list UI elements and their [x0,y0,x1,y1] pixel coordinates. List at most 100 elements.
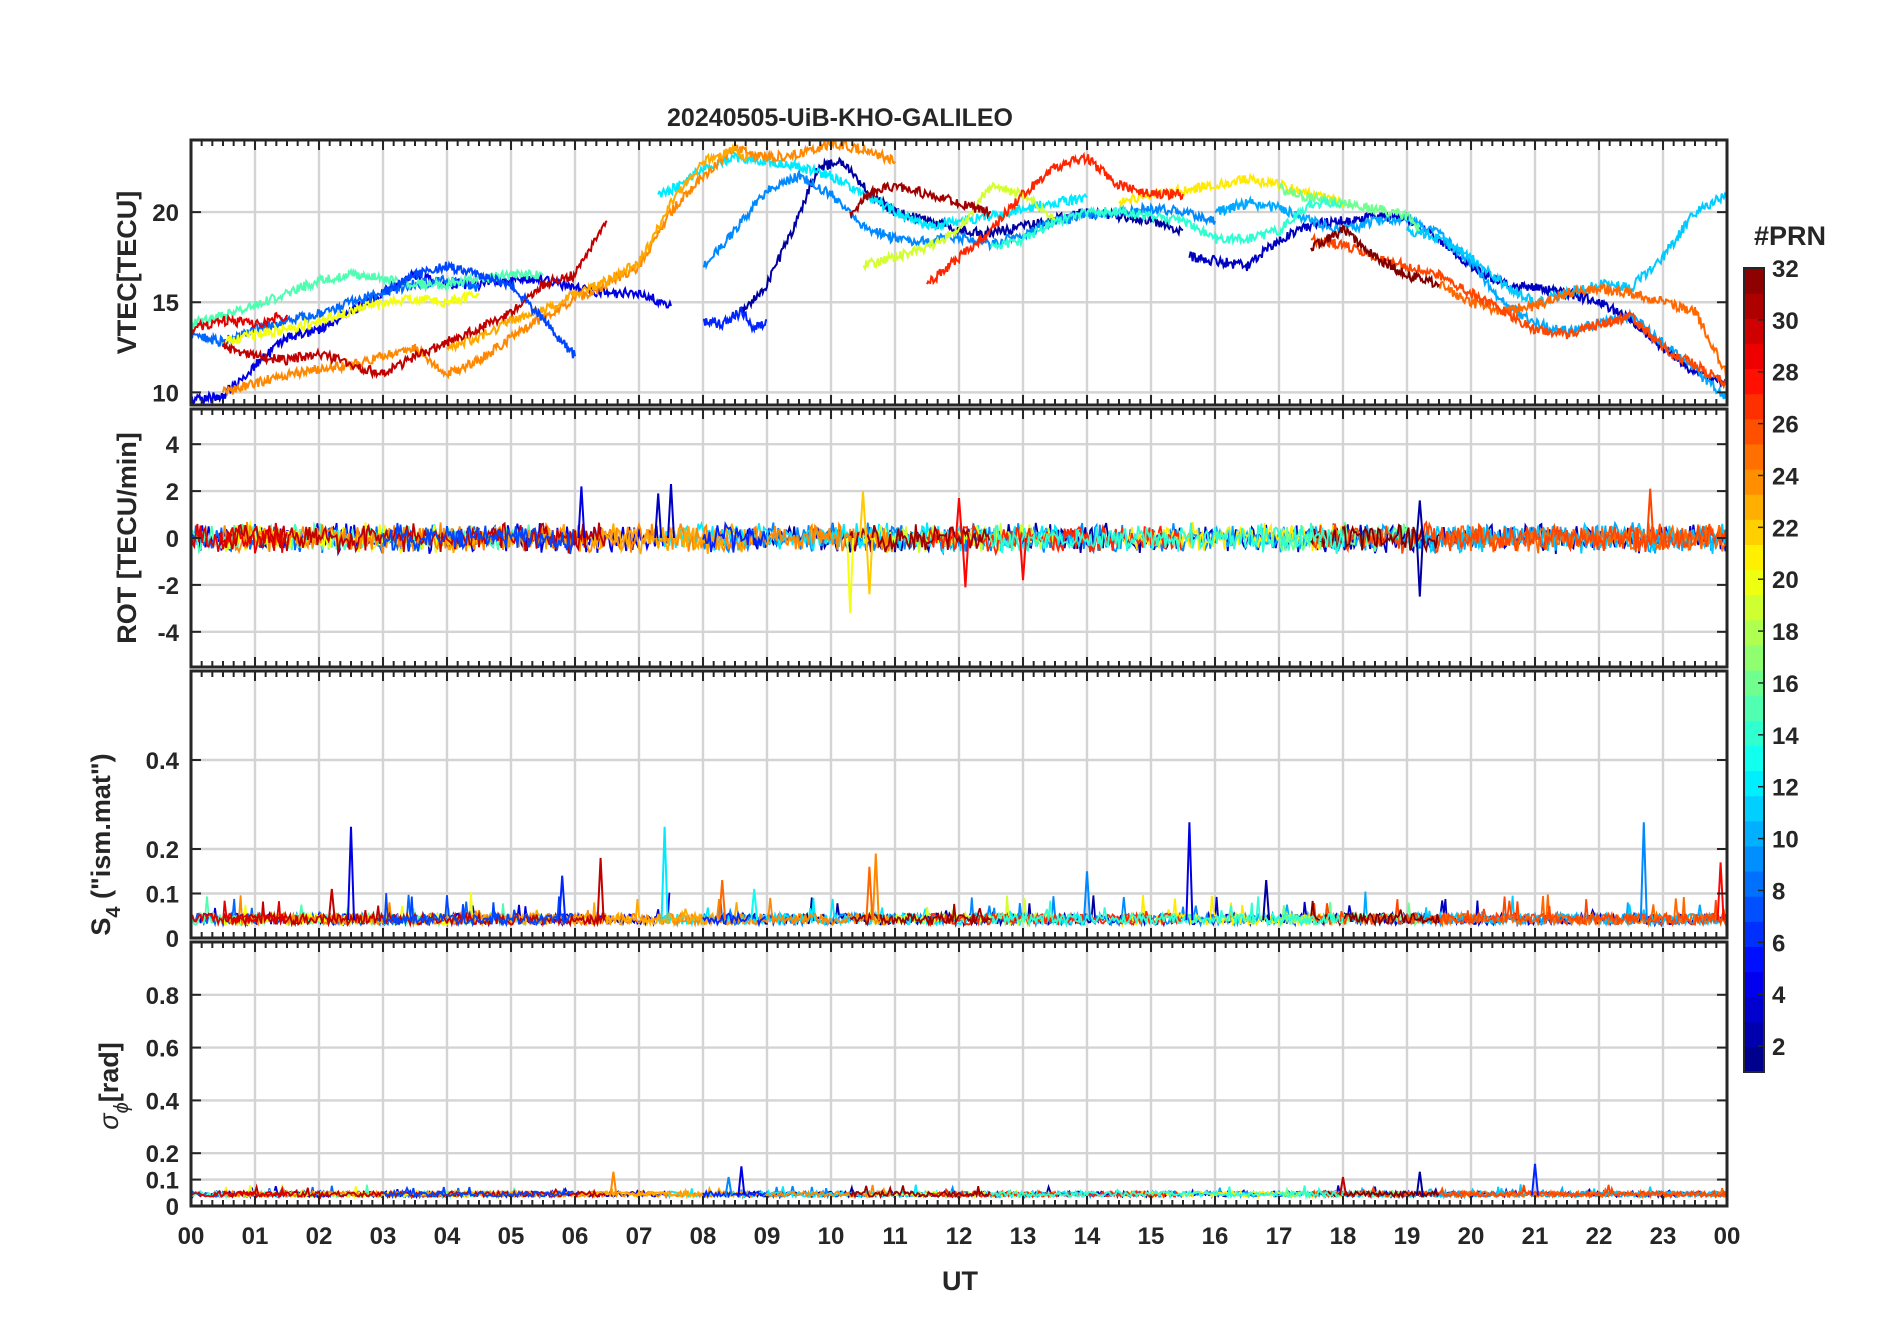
colorbar-tick-label: 32 [1772,256,1799,283]
sigphi-spike-prn-24 [609,1171,618,1196]
rot-spike-prn-26 [1646,488,1655,539]
rot-spike-prn-22 [859,491,867,539]
panel-rot-ylabel: ROT [TECU/min] [112,432,142,643]
sigphi-spike-prn-30 [1339,1176,1347,1196]
colorbar-tick-label: 28 [1772,360,1799,387]
panel-vtec-ytick-label: 10 [152,380,179,407]
rot-spike-prn-3 [667,484,675,539]
colorbar-segment [1744,1046,1764,1073]
s4-spike-prn-2 [1262,880,1271,921]
vtec-track-prn-24 [222,140,896,397]
colorbar-label: #PRN [1754,221,1826,251]
vtec-track-prn-3 [1188,210,1727,389]
x-tick-label: 03 [370,1223,397,1250]
colorbar-segment [1744,921,1764,947]
colorbar-segment [1744,293,1764,319]
vtec-track-prn-6 [702,306,767,334]
x-tick-label: 23 [1650,1223,1677,1250]
rot-spike-prn-28 [961,537,970,588]
colorbar-segment [1744,695,1764,721]
sigphi-trace-prn-31 [849,1185,991,1200]
colorbar-tick-label: 2 [1772,1034,1785,1061]
x-axis-label: UT [942,1266,978,1296]
rot-trace-prn-31 [849,524,991,553]
s4-spike-prn-12 [660,826,669,921]
colorbar-segment [1744,871,1764,897]
colorbar-segment [1744,946,1764,973]
colorbar-segment [1744,368,1764,395]
colorbar-tick-label: 4 [1772,982,1786,1009]
panel-s4-frame [189,669,1729,940]
panel-sigphi-ytick-label: 0.2 [146,1141,179,1168]
sigphi-trace-prn-6 [702,1188,766,1200]
panel-rot-ytick-label: 0 [166,526,179,553]
s4-trace-prn-26 [1310,896,1727,928]
colorbar-tick-label: 14 [1772,723,1799,750]
x-tick-label: 19 [1394,1223,1421,1250]
panel-sigphi-ylabel-sub: ϕ [111,1102,133,1113]
panel-sigphi-ytick-label: 0.6 [146,1036,179,1063]
vtec-track-prn-29 [191,311,288,336]
vtec-track-prn-30 [222,220,608,380]
rot-spike-prn-28 [955,498,963,539]
panel-s4: 0 0.1 0.2 0.4 S4 ("ism.mat") [86,669,1729,953]
x-tick-label: 07 [626,1223,653,1250]
x-tick-label: 00 [178,1223,205,1250]
colorbar-segment [1744,519,1764,545]
x-tick-label: 18 [1330,1223,1357,1250]
x-tick-label: 10 [818,1223,845,1250]
colorbar-tick-label: 24 [1772,463,1799,490]
colorbar-segment [1744,996,1764,1023]
colorbar-segment [1744,343,1764,370]
colorbar-segment [1744,418,1764,445]
rot-spike-prn-4 [577,486,586,539]
vtec-track-prn-12 [657,151,1088,232]
s4-spike-prn-30 [327,888,336,921]
s4-spike-prn-28 [1716,862,1725,921]
s4-spike-prn-24 [871,853,880,921]
panel-s4-ylabel: S4 ("ism.mat") [86,753,125,935]
colorbar-tick-label: 16 [1772,671,1799,698]
panel-s4-ytick-label: 0 [166,926,179,953]
colorbar-segment [1744,594,1764,621]
sigphi-spike-prn-2 [1415,1171,1424,1196]
x-tick-label: 17 [1266,1223,1293,1250]
rot-spike-prn-20 [846,537,855,614]
colorbar-segment [1744,896,1764,922]
panel-s4-ytick-label: 0.1 [146,882,179,909]
colorbar-tick-label: 10 [1772,827,1799,854]
chart-title: 20240505-UiB-KHO-GALILEO [667,104,1013,132]
panel-sigphi-ylabel-sym: σ [94,1112,124,1130]
sigphi-trace-prn-14 [990,1185,1344,1201]
s4-trace-prn-14 [990,896,1344,928]
rot-trace-prn-29 [191,523,288,554]
x-tick-label: 13 [1010,1223,1037,1250]
vtec-track-prn-31 [849,181,991,220]
panel-rot-frame [189,407,1729,669]
s4-spike-prn-4 [1185,822,1194,921]
rot-spike-prn-28 [1019,537,1027,581]
colorbar-segment [1744,569,1764,596]
sigphi-trace-prn-7 [382,1185,574,1199]
colorbar-segment [1744,820,1764,847]
panel-s4-data [191,822,1727,929]
colorbar-segment [1744,494,1764,520]
x-tick-label: 06 [562,1223,589,1250]
colorbar-tick-label: 6 [1772,930,1785,957]
panel-vtec-ytick-label: 15 [152,290,179,317]
x-tick-label: 21 [1522,1223,1549,1250]
panel-rot-ytick-label: -2 [158,573,179,600]
panel-s4-ytick-label: 0.2 [146,837,179,864]
x-tick-label: 16 [1202,1223,1229,1250]
rot-spike-prn-2 [1415,537,1424,597]
vtec-track-prn-23 [446,142,749,353]
panel-rot-ytick-label: -4 [158,620,180,647]
panel-sigphi-ytick-label: 0 [166,1194,179,1221]
colorbar-segment [1744,544,1764,571]
colorbar-tick-label: 30 [1772,308,1799,335]
x-tick-label: 11 [882,1223,907,1250]
sigphi-trace-prn-29 [191,1185,288,1199]
